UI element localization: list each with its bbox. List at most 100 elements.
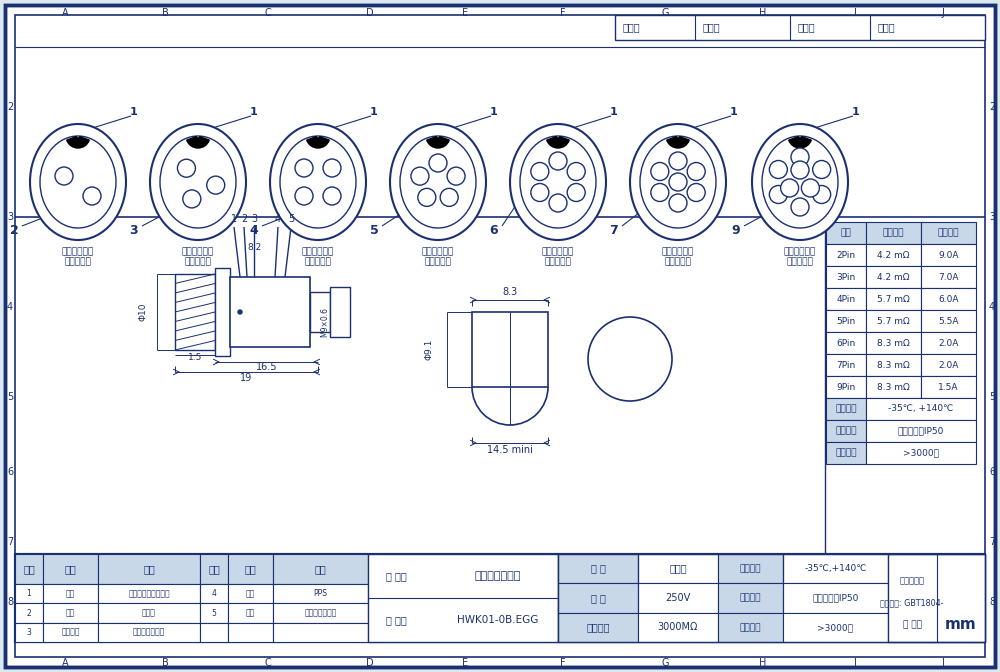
Text: 3: 3	[27, 628, 31, 637]
Bar	[15, 554, 985, 642]
Text: 3000MΩ: 3000MΩ	[658, 622, 698, 632]
Bar	[866, 376, 921, 398]
Text: 5: 5	[989, 392, 995, 402]
Ellipse shape	[752, 124, 848, 240]
Text: A: A	[62, 658, 68, 668]
Text: 焊接排序图: 焊接排序图	[65, 257, 91, 267]
Text: E: E	[462, 658, 468, 668]
Text: 针孔: 针孔	[246, 609, 255, 618]
Text: A: A	[62, 8, 68, 18]
Text: 2: 2	[10, 224, 18, 237]
Text: 4.2 mΩ: 4.2 mΩ	[877, 251, 910, 259]
Circle shape	[801, 179, 819, 197]
Bar	[866, 398, 976, 420]
Text: 未注公差：: 未注公差：	[900, 576, 925, 585]
Bar	[98, 623, 200, 642]
Bar	[200, 584, 228, 603]
Text: H: H	[759, 658, 766, 668]
Wedge shape	[789, 136, 811, 148]
Text: （插合时）IP50: （插合时）IP50	[898, 427, 944, 435]
Text: I: I	[854, 8, 856, 18]
Circle shape	[588, 317, 672, 401]
Text: G: G	[661, 658, 669, 668]
Bar	[866, 310, 921, 332]
Text: 描述：: 描述：	[703, 22, 721, 32]
Bar	[228, 584, 273, 603]
Text: 2: 2	[241, 214, 247, 224]
Circle shape	[323, 187, 341, 205]
Text: 焊接排序图: 焊接排序图	[787, 257, 813, 267]
Text: 母针芯焊接端: 母针芯焊接端	[302, 247, 334, 257]
Bar	[826, 398, 866, 420]
Text: 序号: 序号	[23, 564, 35, 574]
Ellipse shape	[390, 124, 486, 240]
Bar	[98, 603, 200, 623]
Text: 1.5A: 1.5A	[938, 382, 959, 392]
Circle shape	[531, 183, 549, 202]
Bar	[783, 554, 888, 583]
Text: 焊接排序图: 焊接排序图	[425, 257, 451, 267]
Text: J: J	[941, 658, 944, 668]
Text: C: C	[264, 8, 271, 18]
Text: 9: 9	[732, 224, 740, 237]
Text: 芯 数: 芯 数	[591, 564, 605, 574]
Text: >3000次: >3000次	[818, 623, 854, 632]
Circle shape	[781, 179, 799, 197]
Text: 焊接排序图: 焊接排序图	[305, 257, 331, 267]
Text: 8.3 mΩ: 8.3 mΩ	[877, 339, 910, 347]
Bar	[866, 244, 921, 266]
Text: 型 号：: 型 号：	[386, 615, 406, 625]
Text: F: F	[560, 8, 565, 18]
Text: Φ10: Φ10	[138, 303, 148, 321]
Bar	[638, 583, 718, 613]
Text: 防护等级: 防护等级	[835, 427, 857, 435]
Text: B: B	[162, 8, 168, 18]
Text: I: I	[854, 658, 856, 668]
Bar	[228, 554, 273, 584]
Bar	[866, 354, 921, 376]
Text: 六角螺母: 六角螺母	[61, 628, 80, 637]
Bar	[866, 288, 921, 310]
Text: 名称: 名称	[65, 564, 76, 574]
Text: Φ9.1: Φ9.1	[424, 338, 434, 360]
Text: 额定电流: 额定电流	[938, 228, 959, 237]
Text: 5.7 mΩ: 5.7 mΩ	[877, 294, 910, 304]
Bar	[826, 354, 866, 376]
Bar	[273, 623, 368, 642]
Text: 母针芯焊接端: 母针芯焊接端	[542, 247, 574, 257]
Ellipse shape	[150, 124, 246, 240]
Circle shape	[411, 167, 429, 185]
Text: 见列表: 见列表	[669, 564, 687, 574]
Text: E: E	[462, 8, 468, 18]
Bar	[888, 554, 985, 642]
Text: 14.5 mini: 14.5 mini	[487, 445, 533, 455]
Text: 1: 1	[231, 214, 237, 224]
Bar	[826, 420, 866, 442]
Text: 6: 6	[490, 224, 498, 237]
Bar	[783, 613, 888, 642]
Ellipse shape	[640, 136, 716, 228]
Ellipse shape	[762, 136, 838, 228]
Bar	[826, 266, 866, 288]
Text: 胶芯: 胶芯	[246, 589, 255, 598]
Text: 250V: 250V	[665, 593, 691, 603]
Text: 焊接排序图: 焊接排序图	[665, 257, 691, 267]
Text: 7: 7	[7, 537, 13, 547]
Bar	[866, 266, 921, 288]
Bar	[921, 288, 976, 310]
Bar	[718, 583, 783, 613]
Circle shape	[791, 148, 809, 166]
Text: 母针芯焊接端: 母针芯焊接端	[422, 247, 454, 257]
Bar	[638, 613, 718, 642]
Text: -35℃,+140℃: -35℃,+140℃	[804, 564, 867, 573]
Text: 接触电阱: 接触电阱	[883, 228, 904, 237]
Ellipse shape	[160, 136, 236, 228]
Bar	[826, 332, 866, 354]
Bar	[921, 222, 976, 244]
Bar	[718, 554, 783, 583]
Text: 8: 8	[7, 597, 13, 607]
Text: 7: 7	[610, 224, 618, 237]
Bar	[273, 603, 368, 623]
Circle shape	[567, 183, 585, 202]
Text: 自锁式航空插头: 自锁式航空插头	[475, 571, 521, 581]
